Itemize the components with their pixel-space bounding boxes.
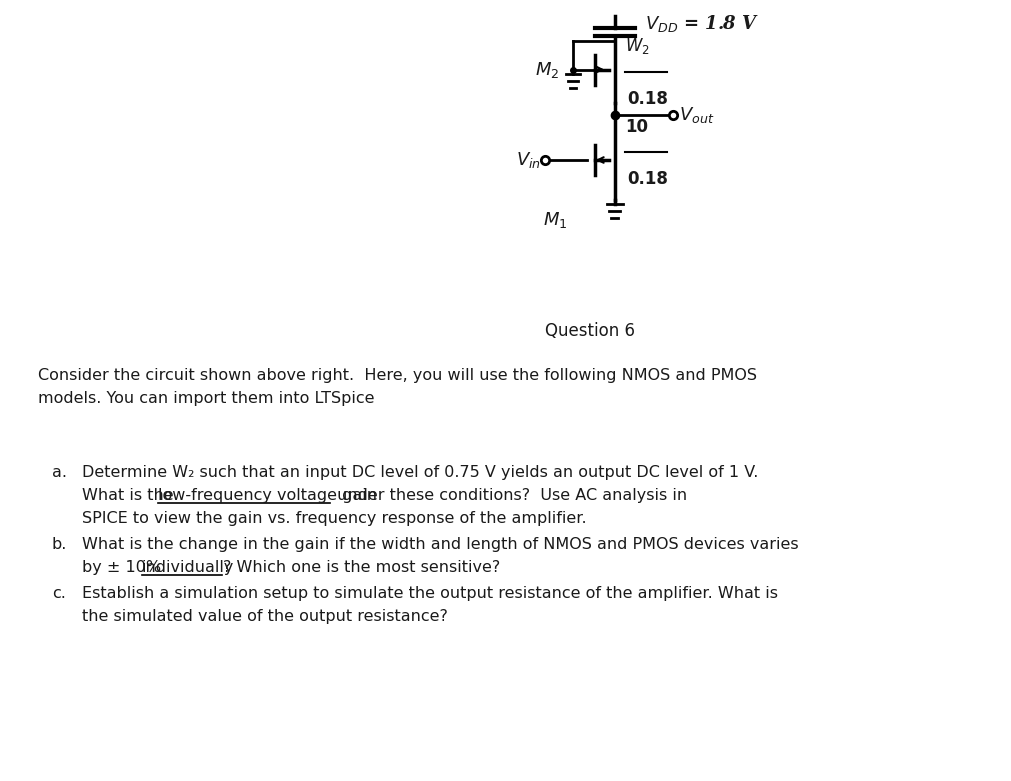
Text: $V_{DD}$ = 1.8 V: $V_{DD}$ = 1.8 V xyxy=(644,13,758,34)
Text: SPICE to view the gain vs. frequency response of the amplifier.: SPICE to view the gain vs. frequency res… xyxy=(82,511,586,526)
Text: 0.18: 0.18 xyxy=(627,90,667,108)
Text: Question 6: Question 6 xyxy=(545,322,634,340)
Text: $V_{out}$: $V_{out}$ xyxy=(678,105,714,125)
Text: c.: c. xyxy=(52,586,66,601)
Text: ? Which one is the most sensitive?: ? Which one is the most sensitive? xyxy=(222,560,499,575)
Text: $V_{in}$: $V_{in}$ xyxy=(516,150,541,170)
Text: 10: 10 xyxy=(625,118,647,136)
Text: low-frequency voltage gain: low-frequency voltage gain xyxy=(158,488,377,503)
Text: What is the change in the gain if the width and length of NMOS and PMOS devices : What is the change in the gain if the wi… xyxy=(82,537,798,552)
Text: What is the: What is the xyxy=(82,488,179,503)
Text: b.: b. xyxy=(52,537,68,552)
Text: a.: a. xyxy=(52,465,67,480)
Text: individually: individually xyxy=(142,560,235,575)
Text: by ± 10%: by ± 10% xyxy=(82,560,166,575)
Text: Determine W₂ such that an input DC level of 0.75 V yields an output DC level of : Determine W₂ such that an input DC level… xyxy=(82,465,757,480)
Text: Consider the circuit shown above right.  Here, you will use the following NMOS a: Consider the circuit shown above right. … xyxy=(38,368,756,383)
Text: 0.18: 0.18 xyxy=(627,170,667,188)
Text: $W_2$: $W_2$ xyxy=(625,36,649,56)
Text: $M_1$: $M_1$ xyxy=(543,210,567,230)
Text: Establish a simulation setup to simulate the output resistance of the amplifier.: Establish a simulation setup to simulate… xyxy=(82,586,777,601)
Text: under these conditions?  Use AC analysis in: under these conditions? Use AC analysis … xyxy=(332,488,686,503)
Text: $M_2$: $M_2$ xyxy=(535,60,559,80)
Text: the simulated value of the output resistance?: the simulated value of the output resist… xyxy=(82,609,448,624)
Text: models. You can import them into LTSpice: models. You can import them into LTSpice xyxy=(38,391,374,406)
